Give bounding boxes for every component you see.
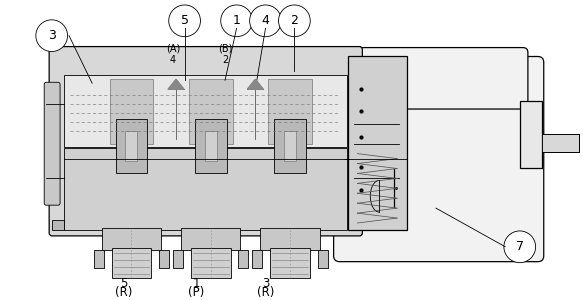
Bar bbox=[111, 248, 151, 278]
Bar bbox=[542, 134, 580, 152]
Text: (A): (A) bbox=[166, 44, 180, 53]
Text: 5: 5 bbox=[120, 277, 128, 290]
FancyBboxPatch shape bbox=[44, 82, 60, 205]
Circle shape bbox=[250, 5, 282, 37]
Circle shape bbox=[504, 231, 536, 263]
FancyBboxPatch shape bbox=[49, 46, 363, 236]
Text: 1: 1 bbox=[233, 14, 241, 27]
Bar bbox=[181, 228, 240, 250]
Text: (P): (P) bbox=[188, 286, 204, 299]
Text: 2: 2 bbox=[290, 14, 298, 27]
Bar bbox=[173, 250, 183, 268]
Text: 4: 4 bbox=[170, 56, 176, 65]
Bar bbox=[189, 79, 233, 144]
FancyBboxPatch shape bbox=[349, 48, 528, 109]
Bar bbox=[110, 79, 153, 144]
Bar bbox=[195, 119, 227, 173]
Bar bbox=[318, 250, 328, 268]
Bar bbox=[268, 79, 312, 144]
Text: 3: 3 bbox=[48, 29, 55, 42]
Bar bbox=[238, 250, 248, 268]
Text: (R): (R) bbox=[257, 286, 274, 299]
Text: 1: 1 bbox=[192, 277, 200, 290]
Circle shape bbox=[168, 5, 201, 37]
Bar bbox=[347, 56, 407, 230]
Text: 2: 2 bbox=[222, 56, 228, 65]
Bar bbox=[125, 131, 138, 161]
Circle shape bbox=[36, 20, 68, 52]
Bar bbox=[260, 228, 319, 250]
Circle shape bbox=[221, 5, 252, 37]
Text: (B): (B) bbox=[218, 44, 232, 53]
Bar bbox=[191, 248, 230, 278]
Bar bbox=[64, 148, 346, 230]
Text: 7: 7 bbox=[516, 240, 524, 253]
Text: (R): (R) bbox=[115, 286, 132, 299]
Bar bbox=[284, 131, 296, 161]
Bar bbox=[274, 119, 306, 173]
Bar bbox=[205, 131, 217, 161]
Bar bbox=[64, 75, 346, 147]
Bar bbox=[270, 248, 310, 278]
Circle shape bbox=[279, 5, 310, 37]
Bar bbox=[101, 228, 161, 250]
Bar bbox=[252, 250, 262, 268]
Bar bbox=[159, 250, 169, 268]
Polygon shape bbox=[247, 79, 264, 89]
Text: 4: 4 bbox=[262, 14, 269, 27]
Polygon shape bbox=[168, 79, 184, 89]
Bar bbox=[115, 119, 147, 173]
FancyBboxPatch shape bbox=[333, 56, 544, 262]
Bar bbox=[94, 250, 104, 268]
Text: 3: 3 bbox=[262, 277, 269, 290]
Bar bbox=[520, 101, 542, 169]
Text: 5: 5 bbox=[181, 14, 188, 27]
Bar bbox=[52, 220, 64, 230]
